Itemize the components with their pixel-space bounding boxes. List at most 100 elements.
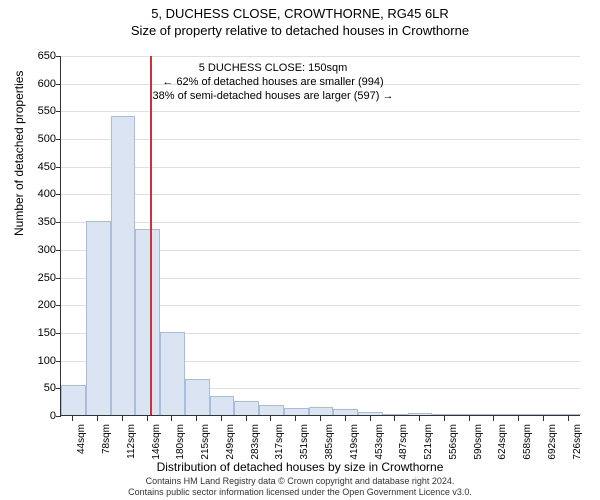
x-tick-mark bbox=[543, 416, 544, 421]
y-tick-label: 300 bbox=[24, 244, 56, 256]
footer-line-1: Contains HM Land Registry data © Crown c… bbox=[0, 476, 600, 487]
x-tick-mark bbox=[221, 416, 222, 421]
x-tick-mark bbox=[370, 416, 371, 421]
x-tick-mark bbox=[345, 416, 346, 421]
x-tick-mark bbox=[295, 416, 296, 421]
plot-region: 5 DUCHESS CLOSE: 150sqm ← 62% of detache… bbox=[60, 56, 580, 416]
x-tick-mark bbox=[171, 416, 172, 421]
y-tick-label: 350 bbox=[24, 216, 56, 228]
x-tick-mark bbox=[493, 416, 494, 421]
x-tick-label: 283sqm bbox=[250, 424, 261, 460]
histogram-bar bbox=[482, 414, 507, 415]
y-tick-mark bbox=[56, 333, 61, 334]
x-tick-label: 146sqm bbox=[151, 424, 162, 460]
chart-container: 5, DUCHESS CLOSE, CROWTHORNE, RG45 6LR S… bbox=[0, 0, 600, 500]
x-tick-mark bbox=[147, 416, 148, 421]
x-tick-label: 215sqm bbox=[200, 424, 211, 460]
histogram-bar bbox=[86, 221, 111, 415]
y-tick-mark bbox=[56, 388, 61, 389]
x-tick-mark bbox=[72, 416, 73, 421]
y-tick-mark bbox=[56, 111, 61, 112]
y-tick-mark bbox=[56, 250, 61, 251]
x-tick-mark bbox=[568, 416, 569, 421]
histogram-bar bbox=[111, 116, 136, 415]
x-tick-mark bbox=[518, 416, 519, 421]
y-tick-label: 400 bbox=[24, 188, 56, 200]
histogram-bar bbox=[531, 414, 556, 415]
x-tick-label: 78sqm bbox=[101, 424, 112, 454]
x-tick-label: 112sqm bbox=[126, 424, 137, 459]
y-tick-mark bbox=[56, 361, 61, 362]
x-tick-label: 180sqm bbox=[175, 424, 186, 460]
bars bbox=[61, 56, 580, 415]
x-tick-label: 351sqm bbox=[299, 424, 310, 460]
x-tick-mark bbox=[196, 416, 197, 421]
y-tick-label: 250 bbox=[24, 272, 56, 284]
x-tick-mark bbox=[270, 416, 271, 421]
x-tick-label: 658sqm bbox=[522, 424, 533, 460]
y-tick-mark bbox=[56, 278, 61, 279]
x-tick-mark bbox=[444, 416, 445, 421]
x-tick-label: 44sqm bbox=[76, 424, 87, 454]
x-tick-mark bbox=[246, 416, 247, 421]
y-tick-mark bbox=[56, 305, 61, 306]
histogram-bar bbox=[457, 414, 482, 415]
y-tick-label: 450 bbox=[24, 161, 56, 173]
y-tick-mark bbox=[56, 222, 61, 223]
x-tick-label: 521sqm bbox=[423, 424, 434, 460]
histogram-bar bbox=[185, 379, 210, 415]
x-tick-mark bbox=[469, 416, 470, 421]
y-tick-label: 550 bbox=[24, 105, 56, 117]
x-axis-label: Distribution of detached houses by size … bbox=[0, 460, 600, 474]
histogram-bar bbox=[160, 332, 185, 415]
x-tick-label: 624sqm bbox=[497, 424, 508, 460]
y-tick-mark bbox=[56, 84, 61, 85]
histogram-bar bbox=[432, 414, 457, 415]
y-tick-label: 200 bbox=[24, 299, 56, 311]
x-tick-label: 419sqm bbox=[349, 424, 360, 460]
y-tick-mark bbox=[56, 416, 61, 417]
y-tick-label: 650 bbox=[24, 50, 56, 62]
histogram-bar bbox=[333, 409, 358, 415]
x-tick-label: 453sqm bbox=[374, 424, 385, 460]
histogram-bar bbox=[358, 412, 383, 415]
x-tick-label: 726sqm bbox=[572, 424, 583, 460]
y-tick-label: 100 bbox=[24, 355, 56, 367]
histogram-bar bbox=[383, 414, 408, 415]
histogram-bar bbox=[309, 407, 334, 415]
y-tick-mark bbox=[56, 194, 61, 195]
histogram-bar bbox=[556, 414, 581, 415]
histogram-bar bbox=[408, 413, 433, 415]
y-tick-label: 600 bbox=[24, 78, 56, 90]
reference-line bbox=[150, 56, 152, 415]
x-tick-label: 249sqm bbox=[225, 424, 236, 460]
histogram-bar bbox=[135, 229, 160, 415]
y-ticks: 050100150200250300350400450500550600650 bbox=[24, 56, 56, 416]
y-tick-mark bbox=[56, 139, 61, 140]
footer-line-2: Contains public sector information licen… bbox=[0, 487, 600, 498]
histogram-bar bbox=[234, 401, 259, 415]
y-tick-label: 150 bbox=[24, 327, 56, 339]
title-sub: Size of property relative to detached ho… bbox=[0, 21, 600, 38]
x-tick-mark bbox=[122, 416, 123, 421]
footer: Contains HM Land Registry data © Crown c… bbox=[0, 476, 600, 498]
y-tick-label: 500 bbox=[24, 133, 56, 145]
x-tick-label: 317sqm bbox=[274, 424, 285, 460]
x-tick-mark bbox=[419, 416, 420, 421]
title-main: 5, DUCHESS CLOSE, CROWTHORNE, RG45 6LR bbox=[0, 0, 600, 21]
y-tick-label: 50 bbox=[24, 382, 56, 394]
x-tick-mark bbox=[394, 416, 395, 421]
histogram-bar bbox=[284, 408, 309, 415]
x-tick-mark bbox=[320, 416, 321, 421]
y-tick-mark bbox=[56, 167, 61, 168]
x-tick-mark bbox=[97, 416, 98, 421]
histogram-bar bbox=[210, 396, 235, 415]
histogram-bar bbox=[61, 385, 86, 415]
x-tick-label: 487sqm bbox=[398, 424, 409, 460]
x-tick-label: 590sqm bbox=[473, 424, 484, 460]
x-tick-label: 385sqm bbox=[324, 424, 335, 460]
y-tick-label: 0 bbox=[24, 410, 56, 422]
y-tick-mark bbox=[56, 56, 61, 57]
chart-area: 5 DUCHESS CLOSE: 150sqm ← 62% of detache… bbox=[60, 56, 580, 416]
x-tick-label: 692sqm bbox=[547, 424, 558, 460]
